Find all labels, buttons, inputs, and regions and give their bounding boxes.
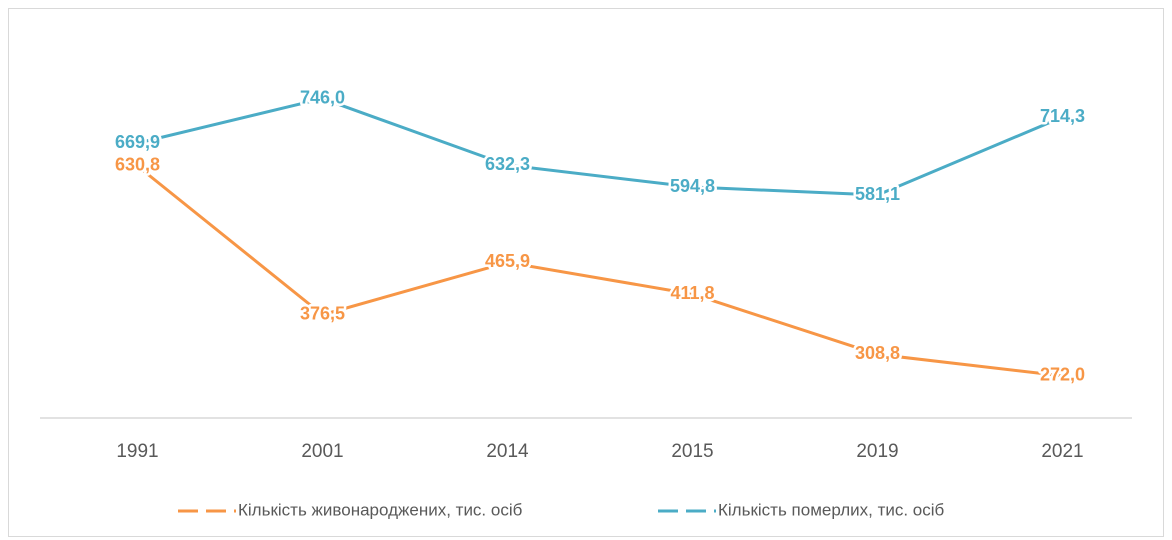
data-label: 630,8 xyxy=(115,155,160,175)
data-label: 411,8 xyxy=(670,283,714,303)
data-label: 714,3 xyxy=(1040,106,1085,126)
chart-frame xyxy=(8,8,1164,537)
data-label: 669,9 xyxy=(115,132,160,152)
x-tick-label: 1991 xyxy=(116,441,158,462)
value-labels: 630,8 376,5 465,9 411,8 308,8 272,0 669,9 746,0… xyxy=(112,85,1087,387)
data-label: 746,0 xyxy=(300,87,345,107)
data-label: 308,8 xyxy=(855,343,900,363)
legend-label: Кількість живонароджених, тис. осіб xyxy=(238,500,523,519)
legend-label: Кількість померлих, тис. осіб xyxy=(718,500,945,519)
data-label: 581,1 xyxy=(855,184,900,204)
x-tick-label: 2014 xyxy=(486,441,529,462)
x-tick-label: 2019 xyxy=(856,441,898,462)
x-tick-label: 2001 xyxy=(301,441,343,462)
data-label: 465,9 xyxy=(485,251,530,271)
data-label: 632,3 xyxy=(485,154,530,174)
x-tick-label: 2015 xyxy=(671,441,713,462)
data-label: 272,0 xyxy=(1040,365,1085,385)
series-line xyxy=(137,97,1064,197)
data-label: 376,5 xyxy=(300,303,345,323)
series-line xyxy=(136,164,1063,378)
x-tick-label: 2021 xyxy=(1041,441,1083,462)
data-label: 594,8 xyxy=(670,176,715,196)
